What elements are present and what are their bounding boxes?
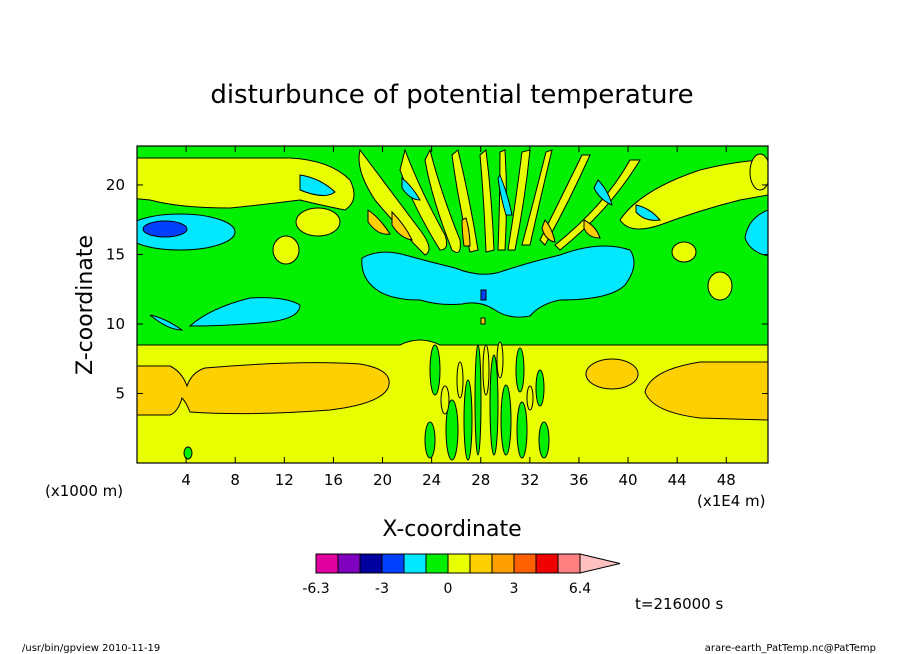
cold-dot — [480, 289, 487, 301]
warm-band-top — [137, 157, 355, 211]
colorbar-tick-label: 6.4 — [569, 581, 591, 597]
colorbar-swatch — [557, 553, 581, 574]
colorbar-swatch — [381, 553, 405, 574]
x-unit-left: (x1000 m) — [45, 482, 123, 500]
colorbar — [315, 553, 621, 574]
colorbar-swatch — [425, 553, 449, 574]
x-tick-label: 20 — [373, 471, 392, 489]
warm-band-top-right — [619, 159, 768, 230]
y-tick-label: 5 — [115, 384, 125, 402]
cold-band — [361, 245, 635, 318]
x-tick-label: 28 — [471, 471, 490, 489]
x-tick-label: 24 — [422, 471, 441, 489]
plume-yellow-lobes — [440, 341, 534, 415]
x-axis-label: X-coordinate — [382, 517, 521, 542]
x-tick-label: 8 — [230, 471, 240, 489]
colorbar-swatch — [337, 553, 361, 574]
warm-core-right — [644, 361, 768, 421]
x-tick-label: 36 — [569, 471, 588, 489]
colorbar-swatch — [491, 553, 515, 574]
colorbar-extend-arrow — [579, 553, 621, 574]
y-axis-label: Z-coordinate — [73, 235, 98, 375]
y-tick-label: 15 — [106, 245, 125, 263]
warm-core-left — [137, 362, 390, 416]
cold-streak-left — [188, 297, 301, 327]
plume-columns — [183, 344, 550, 461]
x-tick-label: 16 — [324, 471, 343, 489]
cold-core — [142, 220, 188, 238]
x-tick-label: 32 — [520, 471, 539, 489]
x-tick-label: 48 — [717, 471, 736, 489]
colorbar-swatch — [513, 553, 537, 574]
x-tick-label: 40 — [619, 471, 638, 489]
cold-pocket-right — [744, 209, 768, 257]
x-axis-ticks: 4 8 12 16 20 24 28 32 36 40 44 48 — [181, 146, 736, 489]
x-tick-label: 12 — [275, 471, 294, 489]
colorbar-swatch — [403, 553, 427, 574]
wave-fingers — [299, 148, 661, 256]
x-tick-label: 44 — [668, 471, 687, 489]
program-info: /usr/bin/gpview 2010-11-19 — [22, 643, 160, 654]
colorbar-tick-label: -6.3 — [302, 581, 329, 597]
colorbar-swatch — [359, 553, 383, 574]
chart-title: disturbunce of potential temperature — [210, 80, 693, 110]
colorbar-swatch — [469, 553, 493, 574]
warm-blob — [707, 271, 733, 301]
colorbar-swatch — [315, 553, 339, 574]
colorbar-tick-label: 3 — [510, 581, 519, 597]
x-unit-right: (x1E4 m) — [697, 492, 766, 510]
colorbar-swatch — [447, 553, 471, 574]
warm-blob — [671, 241, 697, 263]
x-tick-label: 4 — [181, 471, 191, 489]
y-tick-label: 20 — [106, 176, 125, 194]
y-tick-label: 10 — [106, 315, 125, 333]
warm-blob — [749, 153, 768, 191]
colorbar-swatch — [535, 553, 559, 574]
cold-wisp — [149, 314, 184, 331]
time-label: t=216000 s — [635, 595, 723, 613]
file-info: arare-earth_PatTemp.nc@PatTemp — [705, 643, 876, 654]
warm-blob — [272, 235, 300, 265]
warm-dot — [480, 317, 486, 325]
plot-frame — [136, 145, 769, 464]
colorbar-tick-labels: -6.3 -3 0 3 6.4 — [302, 581, 591, 597]
warm-blob — [295, 207, 341, 237]
y-axis-ticks: 5 10 15 20 — [106, 176, 768, 402]
warm-blob-right — [585, 358, 639, 390]
colorbar-tick-label: 0 — [444, 581, 453, 597]
colorbar-tick-label: -3 — [375, 581, 389, 597]
